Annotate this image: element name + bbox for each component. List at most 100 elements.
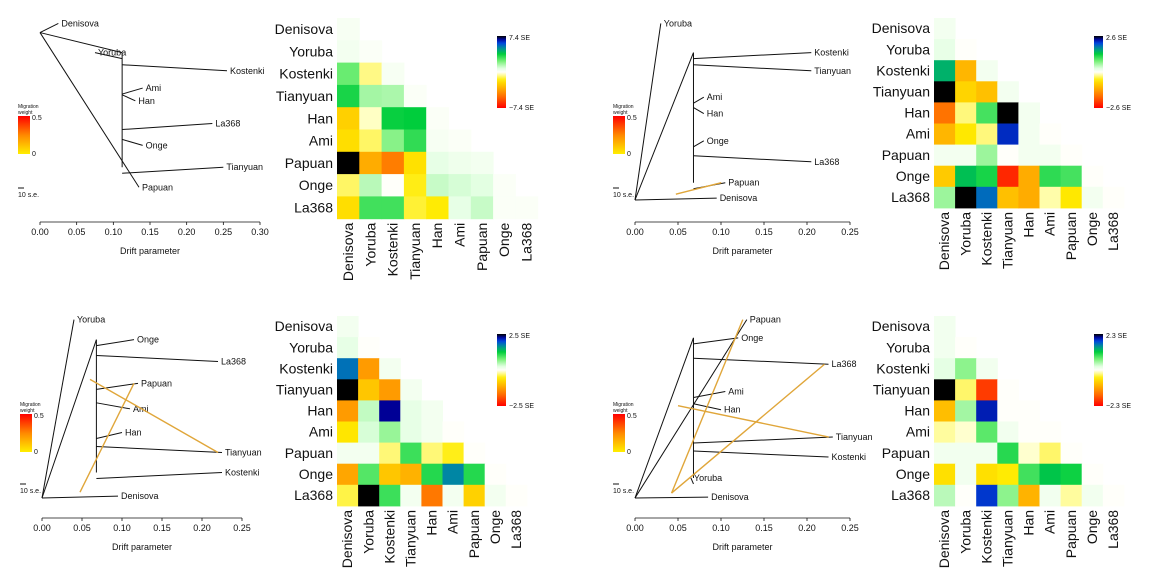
migration-weight-title: Migration (18, 104, 39, 110)
heatmap-cell (955, 442, 977, 465)
tree-leaf-label: Denisova (720, 193, 758, 203)
tree-leaf-label: Kostenki (230, 66, 265, 76)
heatmap-cell (955, 358, 977, 380)
heatmap-col-label: Han (429, 223, 445, 249)
heatmap-cell (955, 186, 977, 209)
heatmap-cell (337, 84, 360, 108)
heatmap-cell (934, 442, 956, 465)
heatmap-cell (1018, 102, 1040, 124)
heatmap-cell (1018, 442, 1040, 465)
heatmap-cell (934, 144, 956, 167)
heatmap-cell (400, 442, 422, 465)
tree-branch (693, 436, 833, 444)
heatmap-col-label: Yoruba (957, 212, 973, 256)
heatmap-cell (381, 107, 405, 130)
tree-leaf-label: Han (724, 405, 741, 415)
x-tick-label: 0.20 (193, 523, 211, 533)
scale-bar-label: 10 s.e. (18, 192, 39, 199)
heatmap-row-label: Ami (309, 133, 333, 149)
tree-leaf-label: Yoruba (98, 48, 126, 58)
x-tick-label: 0.10 (105, 227, 123, 237)
x-tick-label: 0.25 (215, 227, 233, 237)
heatmap-col-label: Kostenki (978, 212, 994, 266)
heatmap-cell (976, 442, 998, 465)
heatmap-cell (359, 151, 383, 175)
heatmap-cell (448, 129, 472, 153)
heatmap-cell (1102, 186, 1125, 209)
heatmap-cell (448, 151, 472, 175)
heatmap-cell (997, 442, 1019, 465)
x-tick-label: 0.10 (113, 523, 131, 533)
heatmap-cell (997, 186, 1019, 209)
heatmap-cell (400, 379, 422, 401)
heatmap-cell (1060, 442, 1083, 465)
heatmap-cell (358, 484, 380, 507)
se-scale-top: 2.3 SE (1106, 333, 1127, 340)
tree-leaf-label: Papuan (142, 182, 173, 192)
heatmap-row-label: Onge (299, 177, 333, 193)
x-tick-label: 0.20 (178, 227, 196, 237)
scale-bar-label: 10 s.e. (20, 488, 41, 495)
heatmap-cell (955, 39, 977, 61)
heatmap-cell (400, 463, 422, 486)
heatmap-cell (1039, 484, 1062, 507)
x-tick-label: 0.15 (755, 227, 773, 237)
heatmap-cell (337, 442, 359, 465)
se-color-scale (497, 36, 506, 108)
heatmap-cell (955, 81, 977, 103)
heatmap-cell (463, 484, 486, 507)
residual-heatmap: Denisova Yoruba Kostenki Tianyuan Han Ami Papu… (872, 316, 1131, 569)
heatmap-row-label: Yoruba (886, 41, 930, 57)
heatmap-cell (470, 196, 494, 220)
heatmap-cell (976, 60, 998, 82)
heatmap-cell (934, 421, 956, 444)
heatmap-cell (1060, 463, 1083, 486)
heatmap-cell (955, 484, 977, 507)
tree-branch (96, 446, 223, 453)
heatmap-cell (337, 62, 360, 86)
heatmap-cell (400, 421, 422, 444)
se-scale-bottom: −7.4 SE (509, 105, 534, 112)
tree-branch (121, 87, 143, 95)
heatmap-cell (1102, 484, 1125, 507)
tree-leaf-label: Onge (741, 333, 763, 343)
heatmap-cell (976, 186, 998, 209)
heatmap-col-label: Denisova (936, 212, 952, 271)
x-tick-label: 0.30 (251, 227, 269, 237)
heatmap-cell (976, 358, 998, 380)
tree-leaf-label: Ami (146, 83, 162, 93)
heatmap-row-label: Han (904, 105, 930, 121)
heatmap-cell (934, 379, 956, 401)
heatmap-cell (359, 62, 383, 86)
heatmap-col-label: Papuan (466, 510, 482, 558)
heatmap-cell (997, 379, 1019, 401)
x-tick-label: 0.00 (626, 227, 644, 237)
heatmap-row-label: La368 (891, 487, 930, 503)
heatmap-cell (358, 421, 380, 444)
heatmap-col-label: Ami (1042, 212, 1058, 236)
heatmap-row-label: Tianyuan (873, 381, 930, 397)
migration-weight-bar (18, 116, 30, 154)
heatmap-cell (400, 484, 422, 507)
heatmap-cell (337, 316, 359, 338)
heatmap-cell (934, 484, 956, 507)
heatmap-cell (493, 174, 516, 197)
heatmap-cell (403, 151, 427, 175)
heatmap-cell (442, 442, 465, 465)
se-scale-top: 7.4 SE (509, 35, 530, 42)
heatmap-cell (421, 421, 443, 444)
heatmap-cell (1060, 144, 1083, 167)
heatmap-cell (358, 337, 380, 359)
heatmap-col-label: Onge (1084, 212, 1100, 246)
heatmap-cell (955, 123, 977, 146)
heatmap-col-label: La368 (1105, 510, 1121, 549)
x-tick-label: 0.25 (841, 523, 859, 533)
heatmap-cell (976, 81, 998, 103)
tree-leaf-label: Yoruba (664, 18, 692, 28)
heatmap-cell (381, 151, 405, 175)
heatmap-cell (955, 60, 977, 82)
tree-branch (41, 319, 75, 499)
heatmap-col-label: Denisova (936, 510, 952, 569)
heatmap-cell (997, 102, 1019, 124)
tree-branch (634, 496, 709, 499)
